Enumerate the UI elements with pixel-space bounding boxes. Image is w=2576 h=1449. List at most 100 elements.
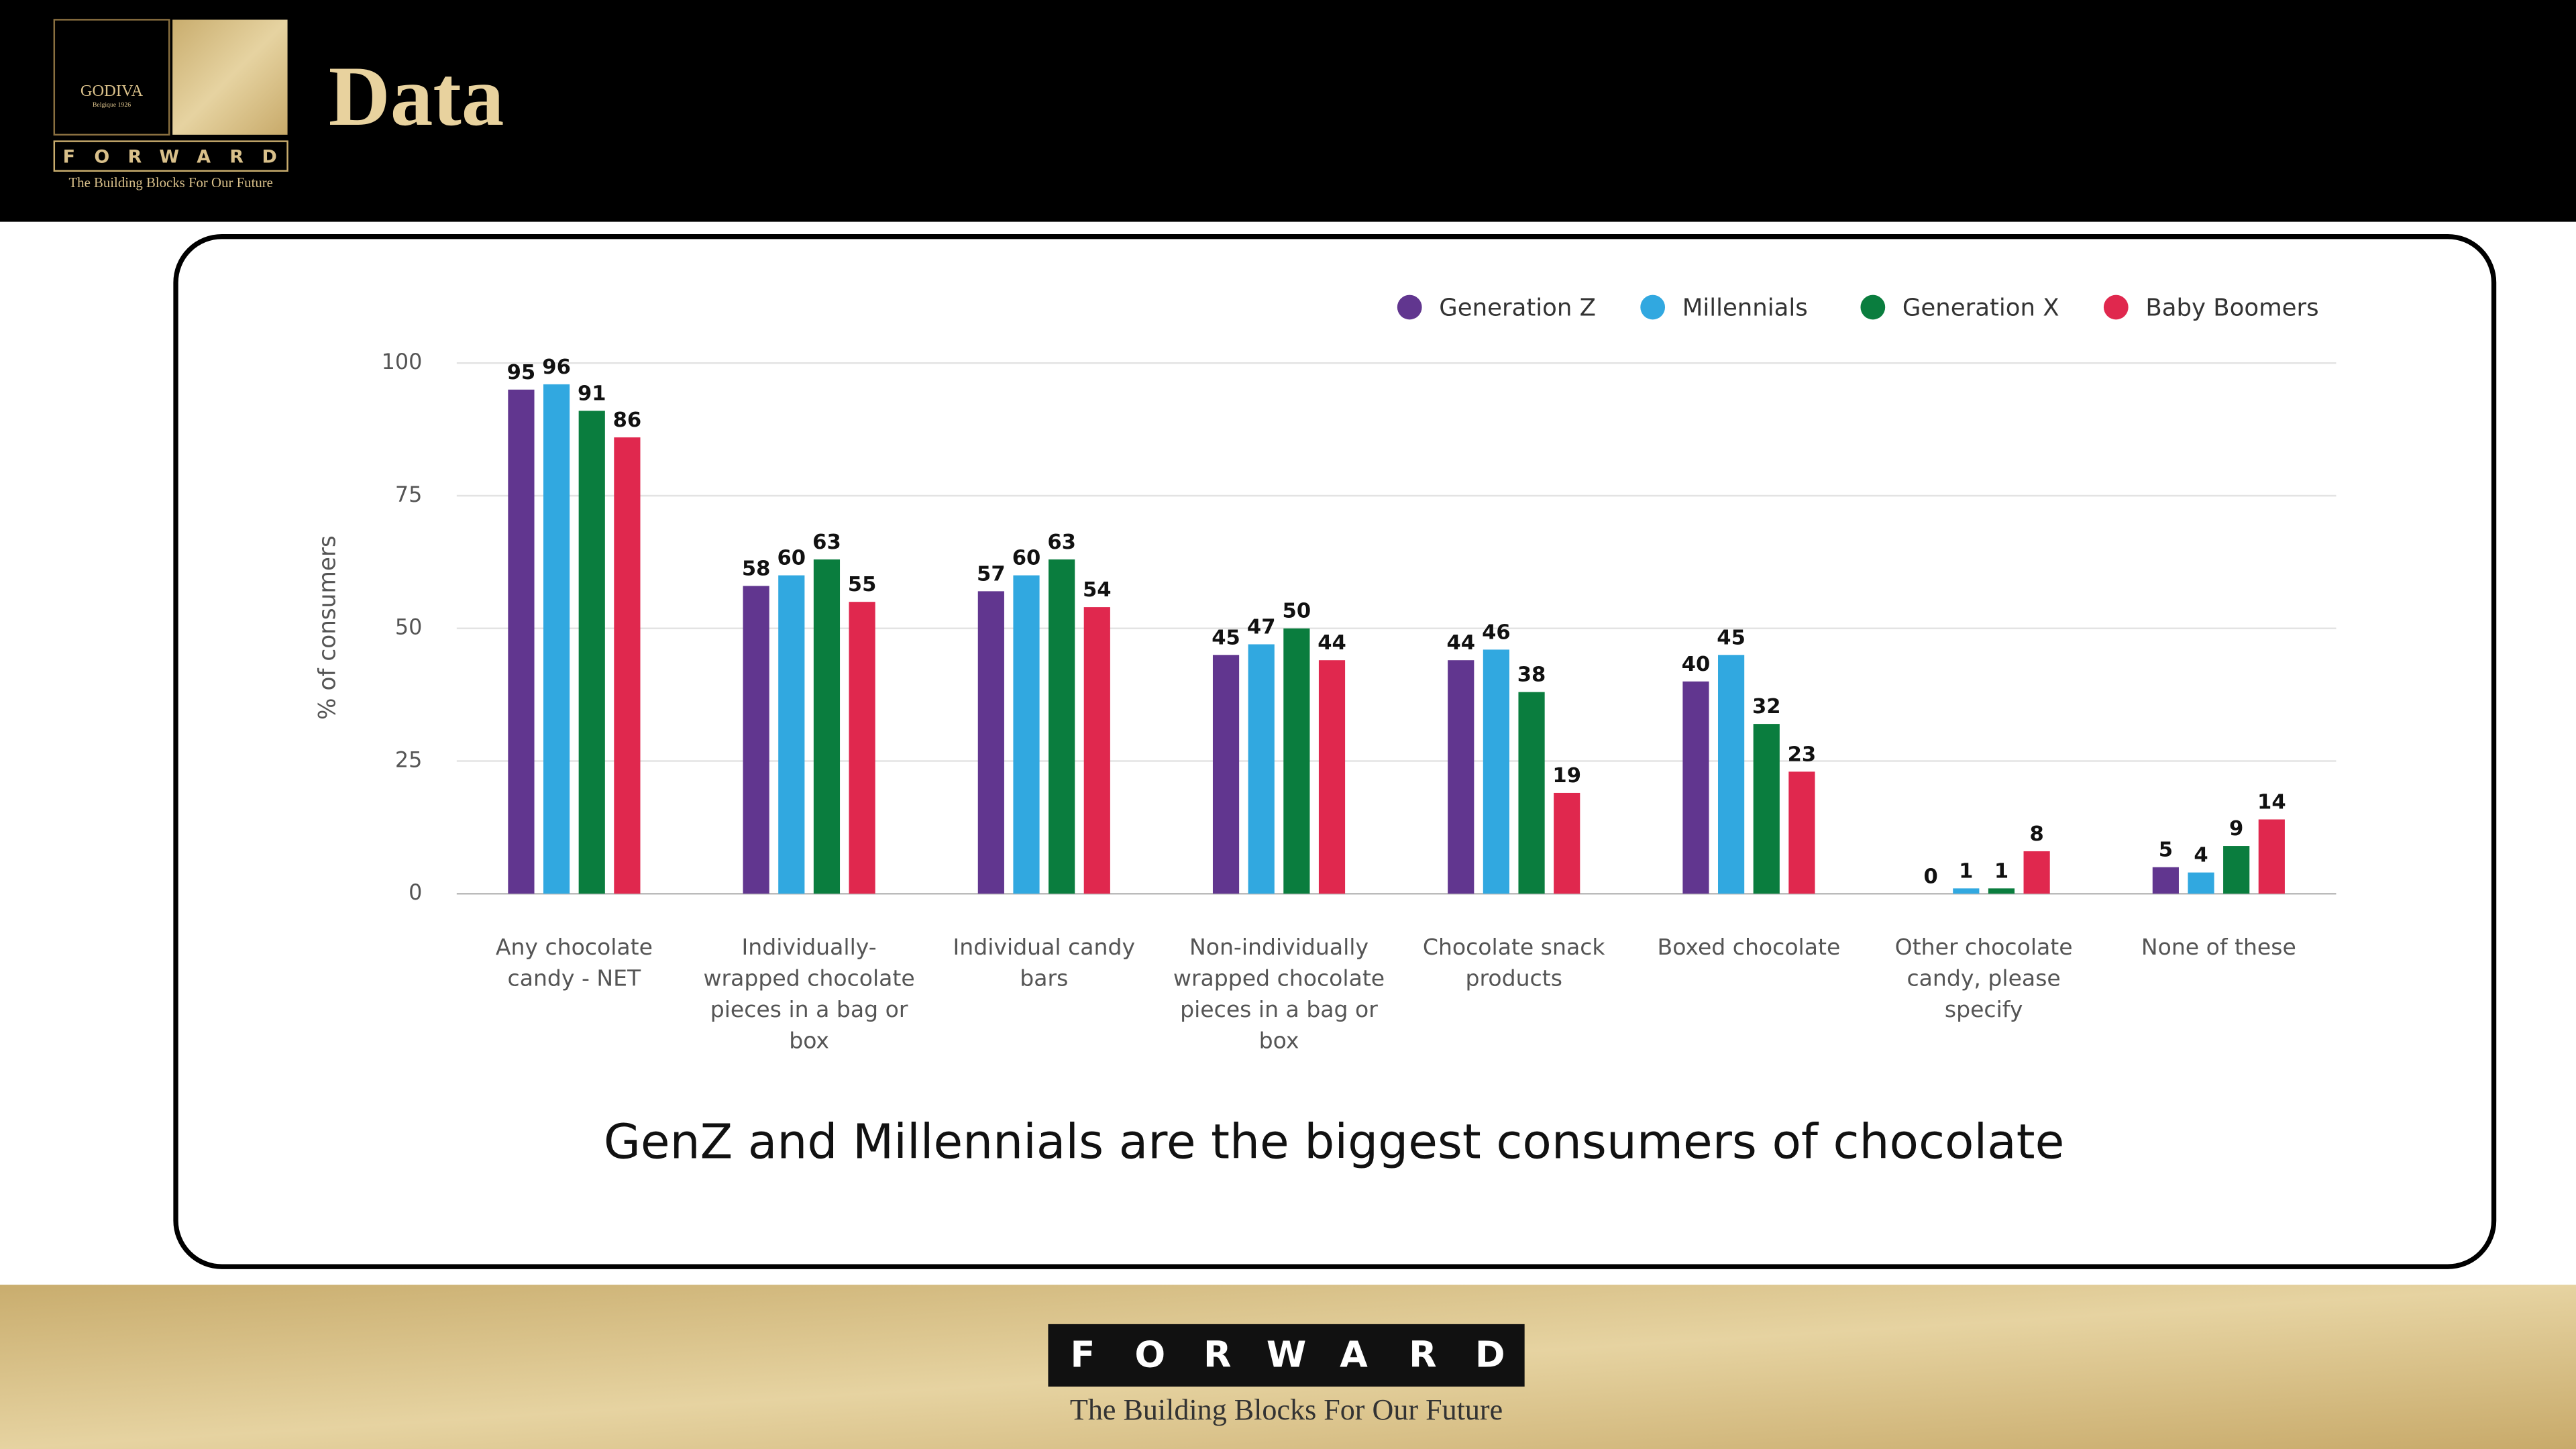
bar bbox=[1518, 692, 1545, 894]
value-label: 40 bbox=[1682, 653, 1711, 676]
x-tick-box: None of these bbox=[2141, 934, 2296, 961]
bar bbox=[1483, 649, 1509, 894]
bar bbox=[1718, 655, 1745, 894]
legend-swatch bbox=[1397, 294, 1422, 320]
bar bbox=[1448, 660, 1474, 894]
value-label: 38 bbox=[1517, 663, 1546, 687]
x-tick-label: Individually-wrapped chocolate pieces in… bbox=[703, 934, 915, 1055]
legend-swatch bbox=[1860, 294, 1886, 320]
bar bbox=[614, 437, 641, 894]
value-label: 8 bbox=[2029, 822, 2043, 846]
x-tick-label: Boxed chocolate bbox=[1657, 934, 1841, 961]
value-label: 46 bbox=[1482, 621, 1511, 644]
x-tick-box: Other chocolate candy, please specify bbox=[1895, 934, 2073, 1023]
value-label: 14 bbox=[2257, 791, 2286, 814]
bar bbox=[1013, 575, 1040, 894]
logo-gold bbox=[172, 19, 288, 135]
bar bbox=[1682, 681, 1709, 894]
x-tick-label: Non-individually wrapped chocolate piece… bbox=[1173, 934, 1385, 1055]
value-label: 0 bbox=[1924, 865, 1938, 888]
y-tick-label: 25 bbox=[395, 747, 423, 772]
value-label: 45 bbox=[1717, 626, 1746, 649]
value-label: 45 bbox=[1212, 626, 1240, 649]
logo-word-box bbox=[53, 140, 288, 172]
x-tick-label: Any chocolate candy - NET bbox=[495, 934, 653, 993]
x-tick-label: None of these bbox=[2141, 934, 2296, 961]
value-label: 57 bbox=[977, 562, 1006, 586]
y-axis-label: % of consumers bbox=[314, 535, 341, 720]
x-tick-box: Individual candy bars bbox=[953, 934, 1136, 993]
bar bbox=[1212, 655, 1240, 894]
y-tick-label: 100 bbox=[382, 349, 423, 374]
value-label: 95 bbox=[507, 361, 536, 384]
value-label: 1 bbox=[1994, 859, 2008, 883]
bar bbox=[543, 384, 570, 894]
footer-word: FORWARD bbox=[1070, 1333, 1505, 1375]
value-label: 32 bbox=[1752, 695, 1781, 718]
bar bbox=[778, 575, 805, 894]
value-label: 47 bbox=[1247, 615, 1276, 639]
value-label: 5 bbox=[2159, 839, 2173, 862]
x-tick-box: Any chocolate candy - NET bbox=[495, 934, 653, 993]
y-tick-label: 50 bbox=[395, 614, 423, 640]
legend-swatch bbox=[2103, 294, 2129, 320]
legend-label: Generation Z bbox=[1439, 294, 1596, 321]
value-label: 91 bbox=[578, 382, 606, 405]
value-label: 63 bbox=[1047, 531, 1076, 554]
legend-label: Generation X bbox=[1902, 294, 2059, 321]
bar bbox=[1083, 607, 1110, 894]
bar bbox=[2223, 846, 2250, 894]
value-label: 9 bbox=[2229, 817, 2243, 841]
slide-title: Data bbox=[329, 49, 504, 144]
value-label: 44 bbox=[1446, 631, 1475, 655]
value-label: 60 bbox=[777, 547, 806, 570]
value-label: 4 bbox=[2194, 844, 2208, 867]
bar bbox=[1554, 792, 1580, 894]
bar bbox=[1248, 644, 1275, 894]
bar bbox=[2023, 851, 2050, 894]
bar bbox=[1283, 628, 1310, 894]
x-tick-box: Chocolate snack products bbox=[1422, 934, 1605, 993]
bar bbox=[1953, 888, 1980, 894]
footer-word-boxes bbox=[1048, 1324, 1525, 1387]
y-tick-label: 75 bbox=[395, 482, 423, 507]
value-label: 60 bbox=[1012, 547, 1041, 570]
value-label: 23 bbox=[1788, 743, 1817, 766]
bar bbox=[1049, 559, 1075, 894]
bar bbox=[813, 559, 841, 894]
x-tick-box: Non-individually wrapped chocolate piece… bbox=[1173, 934, 1385, 1055]
bar bbox=[2152, 867, 2179, 894]
value-label: 86 bbox=[613, 409, 642, 432]
value-label: 1 bbox=[1959, 859, 1973, 883]
word-box bbox=[1048, 1324, 1525, 1387]
value-label: 54 bbox=[1083, 578, 1112, 602]
value-label: 96 bbox=[542, 356, 571, 379]
bar bbox=[2258, 819, 2285, 894]
legend-label: Millennials bbox=[1682, 294, 1808, 321]
y-tick-label: 0 bbox=[409, 879, 422, 905]
header-bar bbox=[0, 0, 2576, 222]
value-label: 44 bbox=[1318, 631, 1346, 655]
bar bbox=[1318, 660, 1346, 894]
bar bbox=[1988, 888, 2015, 894]
x-tick-box: Boxed chocolate bbox=[1657, 934, 1841, 961]
x-tick-label: Individual candy bars bbox=[953, 934, 1136, 993]
value-label: 19 bbox=[1552, 764, 1581, 788]
logo-box bbox=[53, 19, 170, 136]
bar bbox=[2188, 872, 2214, 894]
x-tick-label: Chocolate snack products bbox=[1422, 934, 1605, 993]
legend-label: Baby Boomers bbox=[2145, 294, 2318, 321]
brand: GODIVA bbox=[80, 82, 144, 100]
bar bbox=[743, 586, 769, 894]
bar bbox=[508, 389, 535, 894]
logo-tagline: The Building Blocks For Our Future bbox=[68, 174, 272, 191]
bar bbox=[1788, 771, 1815, 894]
x-tick-box: Individually-wrapped chocolate pieces in… bbox=[703, 934, 915, 1055]
bar bbox=[578, 411, 605, 894]
footer-tagline: The Building Blocks For Our Future bbox=[1070, 1393, 1503, 1426]
legend-swatch bbox=[1640, 294, 1666, 320]
value-label: 50 bbox=[1283, 600, 1311, 623]
bar bbox=[1753, 724, 1780, 894]
